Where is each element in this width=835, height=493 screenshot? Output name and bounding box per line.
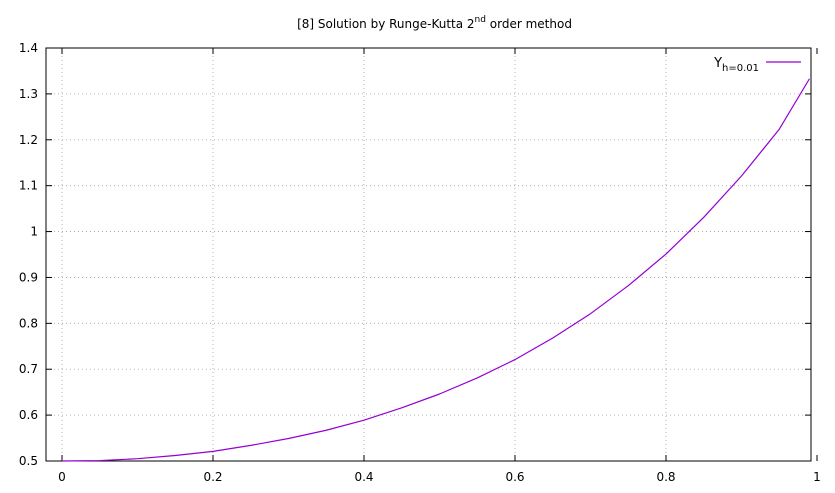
title-suffix: order method xyxy=(486,17,572,31)
grid-lines xyxy=(46,48,811,461)
y-tick-label: 0.8 xyxy=(19,316,38,330)
y-tick-label: 0.5 xyxy=(19,454,38,468)
y-tick-label: 0.9 xyxy=(19,270,38,284)
title-prefix: [8] Solution by Runge-Kutta 2 xyxy=(297,17,474,31)
axis-ticks xyxy=(46,47,818,462)
title-superscript: nd xyxy=(475,15,486,25)
x-tick-label: 0 xyxy=(58,470,66,484)
y-tick-label: 0.6 xyxy=(19,408,38,422)
x-tick-label: 0.2 xyxy=(203,470,222,484)
legend: Yh=0.01 xyxy=(713,56,801,74)
x-tick-label: 0.8 xyxy=(656,470,675,484)
y-tick-label: 1.3 xyxy=(19,87,38,101)
x-tick-label: 0.4 xyxy=(354,470,373,484)
x-axis-tick-labels: 0 0.2 0.4 0.6 0.8 1 xyxy=(58,470,821,484)
chart-title: [8] Solution by Runge-Kutta 2nd order me… xyxy=(297,15,572,31)
series-line xyxy=(61,78,810,462)
y-tick-label: 1.2 xyxy=(19,133,38,147)
legend-label: Yh=0.01 xyxy=(713,56,759,74)
y-tick-label: 1.1 xyxy=(19,179,38,193)
y-tick-label: 1 xyxy=(30,225,38,239)
legend-series-subscript: h=0.01 xyxy=(722,63,759,74)
x-tick-label: 0.6 xyxy=(505,470,524,484)
series-layer xyxy=(61,78,810,462)
y-tick-label: 1.4 xyxy=(19,41,38,55)
x-tick-label: 1 xyxy=(813,470,821,484)
y-tick-label: 0.7 xyxy=(19,362,38,376)
plot-frame xyxy=(45,47,812,462)
y-axis-tick-labels: 0.5 0.6 0.7 0.8 0.9 1 1.1 1.2 1.3 1.4 xyxy=(19,41,38,468)
legend-series-name: Y xyxy=(713,56,722,71)
